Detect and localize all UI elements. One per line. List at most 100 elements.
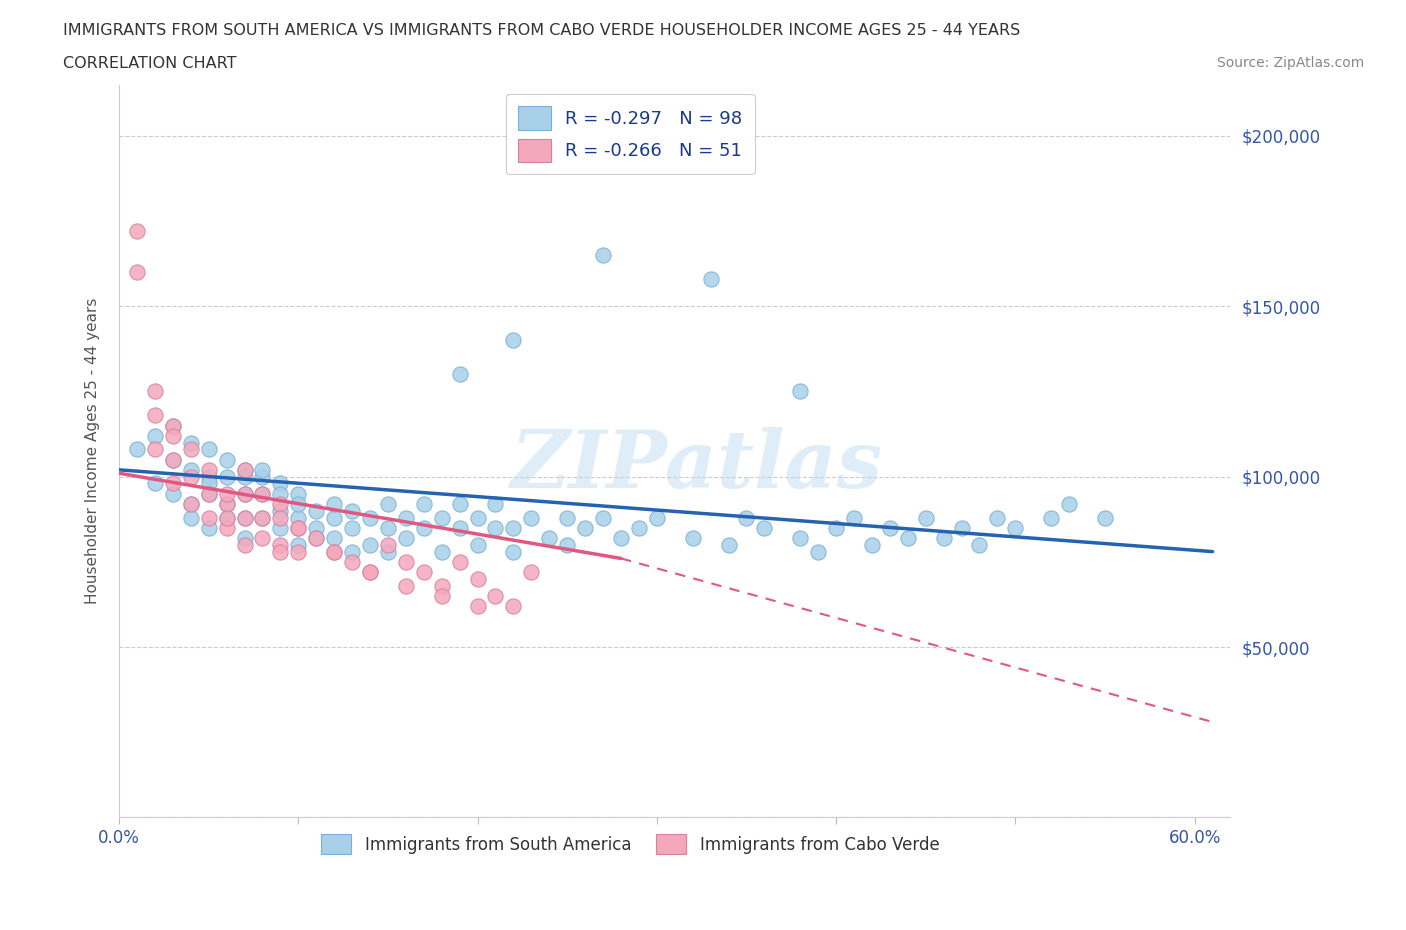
- Point: [252, 470, 274, 485]
- Point: [520, 510, 543, 525]
- Point: [287, 520, 309, 535]
- Point: [825, 520, 848, 535]
- Point: [412, 565, 434, 579]
- Text: IMMIGRANTS FROM SOUTH AMERICA VS IMMIGRANTS FROM CABO VERDE HOUSEHOLDER INCOME A: IMMIGRANTS FROM SOUTH AMERICA VS IMMIGRA…: [63, 23, 1021, 38]
- Point: [735, 510, 758, 525]
- Point: [449, 497, 471, 512]
- Point: [359, 538, 381, 552]
- Y-axis label: Householder Income Ages 25 - 44 years: Householder Income Ages 25 - 44 years: [86, 298, 100, 604]
- Point: [269, 538, 291, 552]
- Point: [430, 578, 453, 593]
- Point: [484, 520, 506, 535]
- Point: [323, 530, 346, 545]
- Point: [789, 530, 811, 545]
- Point: [269, 486, 291, 501]
- Point: [645, 510, 668, 525]
- Point: [932, 530, 955, 545]
- Point: [180, 497, 202, 512]
- Point: [412, 497, 434, 512]
- Point: [287, 544, 309, 559]
- Point: [162, 476, 184, 491]
- Point: [252, 510, 274, 525]
- Point: [143, 408, 166, 423]
- Point: [555, 510, 578, 525]
- Point: [914, 510, 936, 525]
- Point: [879, 520, 901, 535]
- Point: [340, 544, 363, 559]
- Point: [162, 429, 184, 444]
- Point: [412, 520, 434, 535]
- Point: [252, 510, 274, 525]
- Point: [162, 452, 184, 467]
- Point: [377, 544, 399, 559]
- Text: ZIPatlas: ZIPatlas: [510, 427, 883, 504]
- Point: [215, 497, 238, 512]
- Point: [986, 510, 1008, 525]
- Point: [233, 486, 256, 501]
- Point: [305, 503, 328, 518]
- Point: [950, 520, 973, 535]
- Point: [287, 497, 309, 512]
- Point: [215, 497, 238, 512]
- Point: [502, 599, 524, 614]
- Point: [252, 486, 274, 501]
- Point: [449, 520, 471, 535]
- Point: [717, 538, 740, 552]
- Point: [305, 530, 328, 545]
- Point: [323, 544, 346, 559]
- Point: [269, 510, 291, 525]
- Point: [143, 476, 166, 491]
- Text: CORRELATION CHART: CORRELATION CHART: [63, 56, 236, 71]
- Point: [143, 442, 166, 457]
- Point: [305, 530, 328, 545]
- Point: [395, 510, 418, 525]
- Point: [233, 462, 256, 477]
- Point: [125, 224, 148, 239]
- Point: [467, 571, 489, 586]
- Point: [340, 554, 363, 569]
- Point: [1057, 497, 1080, 512]
- Point: [340, 503, 363, 518]
- Point: [395, 530, 418, 545]
- Point: [789, 384, 811, 399]
- Point: [395, 578, 418, 593]
- Point: [197, 520, 219, 535]
- Point: [555, 538, 578, 552]
- Point: [215, 470, 238, 485]
- Point: [233, 462, 256, 477]
- Point: [430, 544, 453, 559]
- Point: [520, 565, 543, 579]
- Point: [252, 486, 274, 501]
- Point: [897, 530, 920, 545]
- Point: [484, 497, 506, 512]
- Point: [610, 530, 633, 545]
- Point: [162, 486, 184, 501]
- Point: [197, 476, 219, 491]
- Point: [233, 530, 256, 545]
- Point: [233, 538, 256, 552]
- Point: [287, 520, 309, 535]
- Point: [233, 510, 256, 525]
- Point: [467, 599, 489, 614]
- Point: [502, 520, 524, 535]
- Point: [359, 510, 381, 525]
- Point: [269, 520, 291, 535]
- Point: [467, 510, 489, 525]
- Point: [215, 520, 238, 535]
- Point: [502, 333, 524, 348]
- Point: [467, 538, 489, 552]
- Point: [754, 520, 776, 535]
- Point: [143, 429, 166, 444]
- Point: [162, 418, 184, 433]
- Point: [269, 544, 291, 559]
- Point: [252, 462, 274, 477]
- Point: [323, 544, 346, 559]
- Point: [395, 554, 418, 569]
- Point: [430, 589, 453, 604]
- Point: [125, 265, 148, 280]
- Point: [449, 554, 471, 569]
- Point: [215, 510, 238, 525]
- Point: [287, 486, 309, 501]
- Point: [574, 520, 596, 535]
- Point: [842, 510, 865, 525]
